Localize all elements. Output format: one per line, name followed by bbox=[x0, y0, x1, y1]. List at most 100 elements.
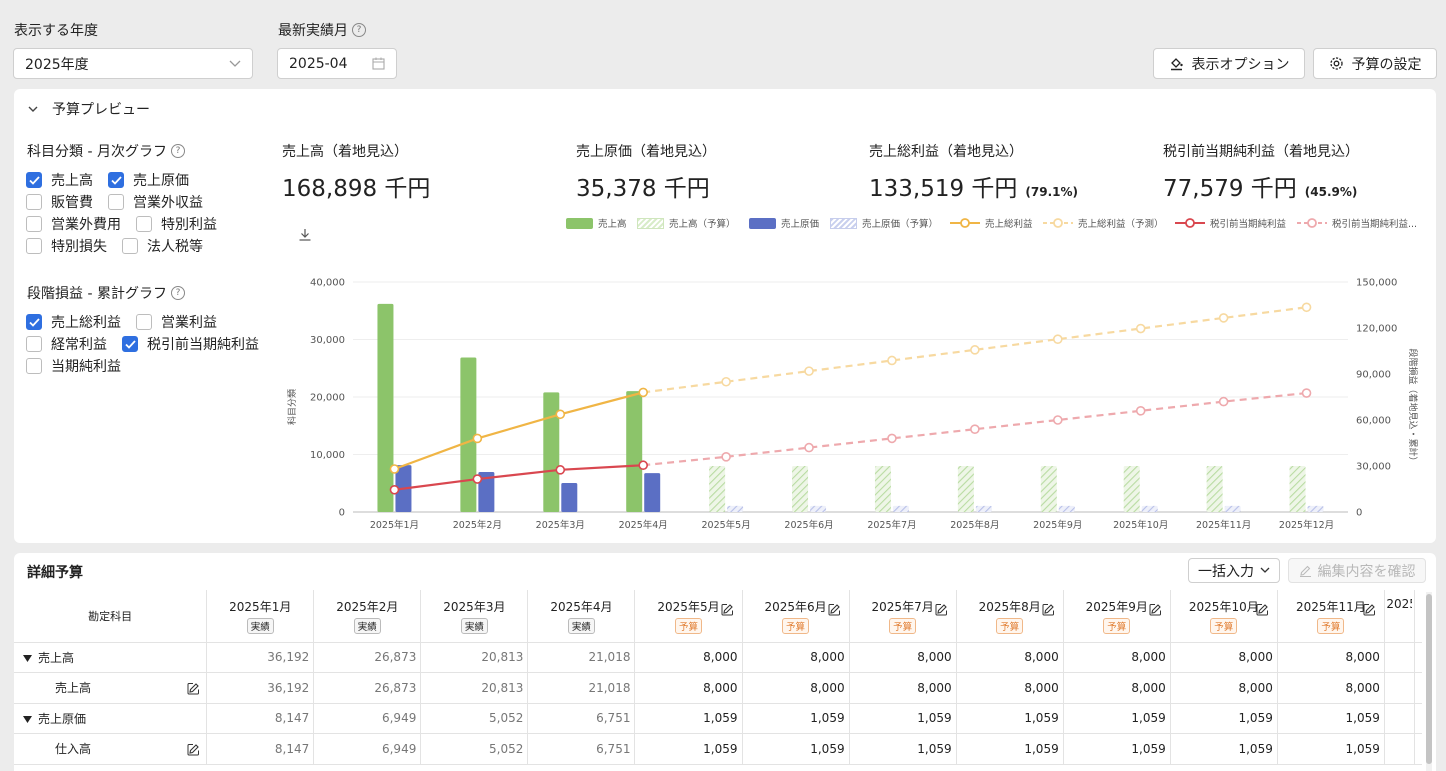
checkbox-checked[interactable] bbox=[26, 314, 42, 330]
legend-sales-budget[interactable]: 売上高（予算） bbox=[637, 216, 736, 230]
kpi-pretax-value: 77,579 千円 (45.9%) bbox=[1163, 169, 1357, 203]
value-cell[interactable]: 8,000 bbox=[1170, 672, 1278, 704]
budget-settings-button[interactable]: 予算の設定 bbox=[1313, 48, 1437, 79]
checkbox-item[interactable]: 販管費 bbox=[26, 191, 93, 213]
value-cell[interactable]: 1,059 bbox=[1063, 733, 1171, 765]
checkbox-item[interactable]: 売上高 bbox=[26, 169, 93, 191]
checkbox-item[interactable]: 税引前当期純利益 bbox=[122, 333, 259, 355]
edit-icon[interactable] bbox=[187, 682, 200, 695]
checkbox-item[interactable]: 当期純利益 bbox=[26, 355, 121, 377]
vertical-scrollbar[interactable] bbox=[1426, 592, 1432, 771]
value-cell[interactable]: 1,059 bbox=[634, 733, 743, 765]
value-cell[interactable]: 1,059 bbox=[849, 703, 957, 734]
value-cell[interactable]: 8,000 bbox=[1063, 642, 1171, 673]
legend-gross[interactable]: 売上総利益 bbox=[950, 216, 1033, 230]
edit-icon[interactable] bbox=[935, 603, 948, 616]
scrollbar-thumb[interactable] bbox=[1426, 594, 1432, 764]
legend-cost[interactable]: 売上原価 bbox=[749, 216, 819, 230]
value-cell[interactable]: 8,000 bbox=[849, 672, 957, 704]
x-tick-label: 2025年3月 bbox=[536, 519, 585, 531]
month-picker[interactable]: 2025-04 bbox=[277, 48, 397, 79]
value-cell[interactable]: 8,000 bbox=[742, 642, 850, 673]
value-cell[interactable]: 1,059 bbox=[1277, 733, 1385, 765]
account-cell[interactable]: 売上高 bbox=[14, 642, 208, 673]
legend-sales[interactable]: 売上高 bbox=[566, 216, 627, 230]
value-cell[interactable]: 8,000 bbox=[849, 642, 957, 673]
checkbox-item[interactable]: 営業外収益 bbox=[108, 191, 203, 213]
header-month: 2025年4月 実績 bbox=[527, 590, 636, 643]
checkbox-item[interactable]: 売上原価 bbox=[108, 169, 189, 191]
value-cell[interactable]: 1,059 bbox=[956, 733, 1064, 765]
checkbox-checked[interactable] bbox=[108, 172, 124, 188]
bulk-input-label: 一括入力 bbox=[1198, 563, 1254, 580]
checkbox-item[interactable]: 営業利益 bbox=[136, 311, 217, 333]
value-cell[interactable]: 1,059 bbox=[1277, 703, 1385, 734]
edit-icon[interactable] bbox=[187, 743, 200, 756]
value-cell[interactable]: 1,059 bbox=[1170, 733, 1278, 765]
checkbox-unchecked[interactable] bbox=[26, 194, 42, 210]
legend-cost-budget[interactable]: 売上原価（予算） bbox=[830, 216, 938, 230]
value-cell[interactable]: 8,000 bbox=[634, 642, 743, 673]
value-cell[interactable]: 1,059 bbox=[1063, 703, 1171, 734]
checkbox-unchecked[interactable] bbox=[136, 314, 152, 330]
preview-toggle[interactable]: 予算プレビュー bbox=[28, 99, 150, 119]
checkbox-checked[interactable] bbox=[122, 336, 138, 352]
value-cell[interactable]: 8,000 bbox=[742, 672, 850, 704]
edit-icon[interactable] bbox=[828, 603, 841, 616]
checkbox-unchecked[interactable] bbox=[26, 336, 42, 352]
checkbox-item[interactable]: 営業外費用 bbox=[26, 213, 121, 235]
help-icon[interactable]: ? bbox=[170, 144, 185, 158]
checkbox-unchecked[interactable] bbox=[108, 194, 124, 210]
account-cell[interactable]: 売上原価 bbox=[14, 703, 208, 734]
checkbox-item[interactable]: 特別損失 bbox=[26, 235, 107, 257]
edit-icon[interactable] bbox=[1363, 603, 1376, 616]
legend-gross-forecast[interactable]: 売上総利益（予測） bbox=[1043, 216, 1164, 230]
value-cell[interactable]: 8,000 bbox=[634, 672, 743, 704]
year-select[interactable]: 2025年度 bbox=[13, 48, 253, 79]
value-cell[interactable]: 8,000 bbox=[1170, 642, 1278, 673]
checkbox-item[interactable]: 特別利益 bbox=[136, 213, 217, 235]
value-cell[interactable]: 1,059 bbox=[742, 703, 850, 734]
help-icon[interactable]: ? bbox=[352, 23, 366, 37]
value-cell[interactable]: 1,059 bbox=[956, 703, 1064, 734]
edit-icon[interactable] bbox=[1256, 603, 1269, 616]
checkbox-unchecked[interactable] bbox=[26, 358, 42, 374]
checkbox-unchecked[interactable] bbox=[122, 238, 138, 254]
checkbox-checked[interactable] bbox=[26, 172, 42, 188]
checkbox-item[interactable]: 経常利益 bbox=[26, 333, 107, 355]
value-cell[interactable]: 8,000 bbox=[1277, 642, 1385, 673]
value-cell[interactable]: 1,059 bbox=[849, 733, 957, 765]
value-cell[interactable]: 1,059 bbox=[1170, 703, 1278, 734]
edit-icon[interactable] bbox=[1042, 603, 1055, 616]
checkbox-unchecked[interactable] bbox=[26, 216, 42, 232]
gross-profit-point bbox=[1218, 313, 1229, 323]
checkbox-label: 営業外収益 bbox=[133, 195, 203, 211]
chart-ticks: 0 10,000 20,000 30,000 40,000 0 30,000 60,000 90… bbox=[310, 278, 1397, 532]
edit-icon[interactable] bbox=[1149, 603, 1162, 616]
value-cell[interactable]: 1,059 bbox=[742, 733, 850, 765]
kpi-cost-value-text: 35,378 千円 bbox=[576, 176, 710, 202]
value-cell[interactable]: 8,000 bbox=[1277, 672, 1385, 704]
checkbox-item[interactable]: 法人税等 bbox=[122, 235, 203, 257]
checkbox-label: 特別利益 bbox=[161, 217, 217, 233]
pretax-profit-point bbox=[1135, 406, 1146, 416]
checkbox-unchecked[interactable] bbox=[26, 238, 42, 254]
download-icon[interactable] bbox=[298, 228, 312, 242]
header-month-label: 2025年10月 bbox=[1188, 599, 1259, 614]
legend-pretax-forecast[interactable]: 税引前当期純利益... bbox=[1297, 216, 1417, 230]
collapse-triangle-icon[interactable] bbox=[23, 715, 32, 723]
display-options-button[interactable]: 表示オプション bbox=[1153, 48, 1305, 79]
edit-icon[interactable] bbox=[721, 603, 734, 616]
value-cell[interactable]: 8,000 bbox=[956, 642, 1064, 673]
legend-pretax[interactable]: 税引前当期純利益 bbox=[1175, 216, 1286, 230]
confirm-edit-button[interactable]: 編集内容を確認 bbox=[1288, 558, 1426, 583]
value-cell[interactable]: 1,059 bbox=[634, 703, 743, 734]
gross-profit-point bbox=[804, 366, 814, 376]
help-icon[interactable]: ? bbox=[170, 286, 185, 300]
checkbox-unchecked[interactable] bbox=[136, 216, 152, 232]
value-cell[interactable]: 8,000 bbox=[956, 672, 1064, 704]
checkbox-item[interactable]: 売上総利益 bbox=[26, 311, 121, 333]
value-cell[interactable]: 8,000 bbox=[1063, 672, 1171, 704]
bulk-input-dropdown[interactable]: 一括入力 bbox=[1188, 558, 1280, 583]
collapse-triangle-icon[interactable] bbox=[23, 654, 32, 662]
